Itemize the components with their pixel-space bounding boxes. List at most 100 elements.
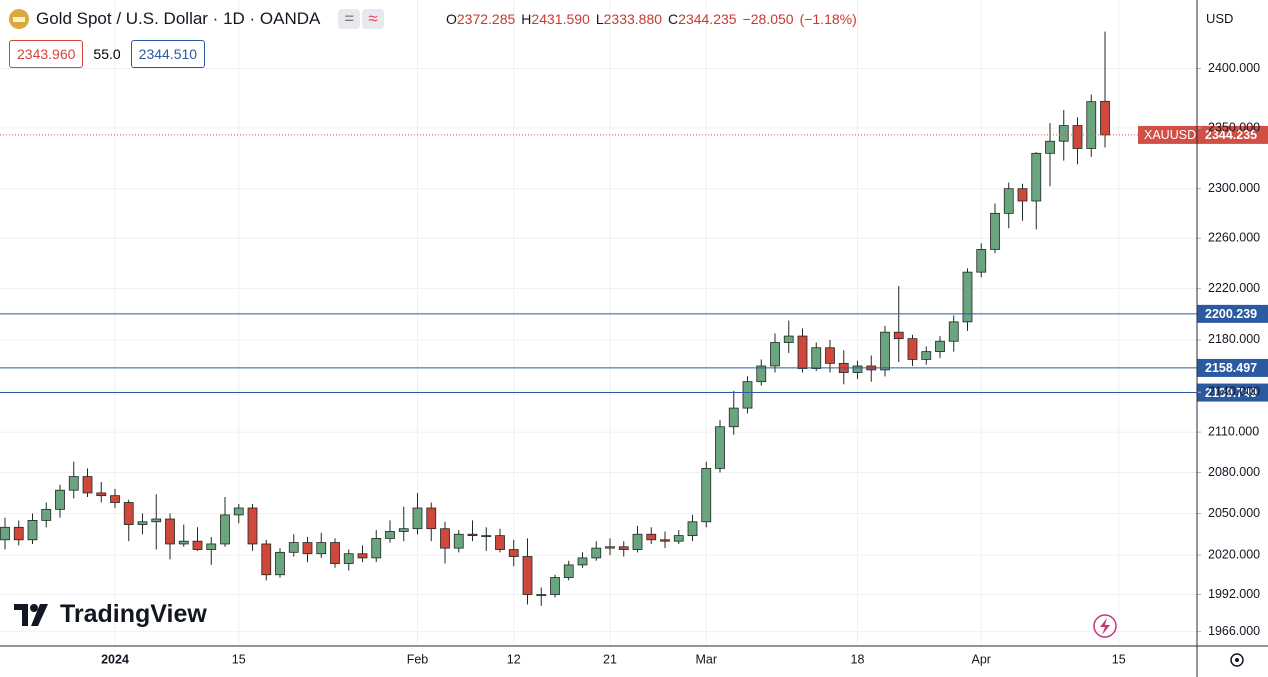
price-label-box	[1197, 125, 1268, 144]
candle-body	[728, 407, 739, 428]
candle-body	[797, 335, 808, 369]
candle-body	[220, 514, 230, 545]
candle-body	[398, 528, 409, 532]
candle-body	[440, 528, 450, 549]
candle-body	[0, 526, 10, 541]
symbol-icon	[9, 9, 29, 29]
candle-body	[385, 531, 395, 539]
x-tick-label: Apr	[972, 652, 991, 666]
candle-body	[123, 502, 134, 525]
candle-body	[701, 468, 712, 523]
candle-body	[41, 508, 52, 521]
candle-body	[907, 338, 918, 360]
ohlc-label: H	[521, 11, 532, 27]
candle-body	[715, 426, 725, 469]
candle-body	[825, 347, 835, 364]
ohlc-legend: O2372.285 H2431.590 L2333.880 C2344.235 −28.…	[446, 11, 863, 27]
candle-body	[811, 347, 822, 369]
replay-icon[interactable]	[1093, 614, 1117, 638]
candle-body	[756, 365, 767, 383]
price-label-box	[1197, 383, 1268, 402]
candle-body	[192, 540, 203, 550]
candle-body	[577, 557, 588, 566]
x-tick-label: 15	[232, 652, 246, 666]
change-percent: (−1.18%)	[799, 11, 857, 27]
brand-name: TradingView	[60, 600, 207, 628]
settings-icon	[1230, 653, 1244, 667]
candle-body	[247, 507, 258, 545]
y-tick-label: 2300.000	[1208, 181, 1260, 195]
symbol-label-box	[1138, 125, 1197, 144]
buy-price[interactable]: 2344.510	[130, 40, 206, 68]
candle-body	[935, 340, 945, 353]
price-label-box	[1197, 358, 1268, 377]
y-tick-label: 2260.000	[1208, 231, 1260, 245]
price-label: 2158.497	[1205, 361, 1257, 375]
candle-body	[165, 518, 175, 545]
candle-body	[962, 271, 973, 323]
candle-body	[316, 542, 327, 555]
candle-body	[783, 335, 794, 343]
candle-body	[508, 549, 519, 557]
candle-body	[27, 519, 38, 541]
candle-body	[137, 521, 148, 525]
candle-body	[412, 507, 423, 530]
candle-body	[178, 540, 189, 545]
ohlc-label: C	[668, 11, 679, 27]
symbol-title: Gold Spot / U.S. Dollar · 1D · OANDA	[36, 9, 321, 28]
brand-logo: TradingView	[14, 600, 207, 629]
candle-body	[426, 507, 437, 530]
y-tick-label: 1966.000	[1208, 624, 1260, 638]
y-tick-label: 2400.000	[1208, 61, 1260, 75]
candle-body	[1031, 152, 1042, 202]
candle-body	[55, 489, 65, 510]
candle-body	[852, 365, 863, 373]
candle-body	[1058, 125, 1069, 142]
candle-body	[68, 476, 79, 491]
x-tick-label: Mar	[695, 652, 717, 666]
candle-body	[206, 543, 217, 550]
spread: 55.0	[93, 46, 121, 62]
y-tick-label: 2020.000	[1208, 547, 1260, 561]
change: −28.050	[742, 11, 794, 27]
x-tick-label: 21	[603, 652, 617, 666]
currency[interactable]: USD	[1206, 11, 1234, 26]
candle-body	[151, 518, 162, 523]
x-tick-label: 2024	[101, 652, 129, 666]
y-tick-label: 2080.000	[1208, 465, 1260, 479]
ohlc-value: 2344.235	[678, 11, 737, 27]
y-tick-label: 2140.000	[1208, 385, 1260, 399]
ohlc-value: 2372.285	[456, 11, 516, 27]
candles	[0, 31, 1110, 606]
candle-body	[522, 556, 533, 595]
y-tick-label: 2220.000	[1208, 281, 1260, 295]
candle-body	[288, 542, 299, 553]
ohlc-value: 2333.880	[603, 11, 663, 27]
sell-price[interactable]: 2343.960	[9, 40, 84, 68]
candle-body	[673, 535, 684, 542]
candle-body	[1086, 101, 1097, 149]
y-tick-label: 2180.000	[1208, 332, 1260, 346]
candle-body	[467, 533, 478, 537]
replay-icon-bolt	[1100, 618, 1110, 635]
ohlc-label: L	[595, 11, 604, 27]
x-tick-label: Feb	[407, 652, 429, 666]
candle-body	[1045, 140, 1055, 154]
grid	[0, 0, 1197, 646]
candle-body	[96, 492, 107, 497]
y-tick-label: 2110.000	[1208, 424, 1259, 438]
price-label-box	[1197, 304, 1268, 323]
candle-body	[343, 553, 354, 564]
ohlc-label: O	[446, 11, 457, 27]
candle-body	[1003, 188, 1014, 214]
candle-body	[82, 476, 93, 494]
candle-body	[742, 381, 753, 409]
brand-icon	[14, 603, 48, 626]
candle-body	[357, 553, 368, 559]
candle-body	[233, 507, 244, 516]
y-tick-label: 2350.000	[1208, 120, 1260, 134]
candle-body	[330, 542, 340, 564]
candle-body	[453, 533, 464, 549]
indicator-buttons[interactable]: = ≈	[338, 9, 384, 29]
